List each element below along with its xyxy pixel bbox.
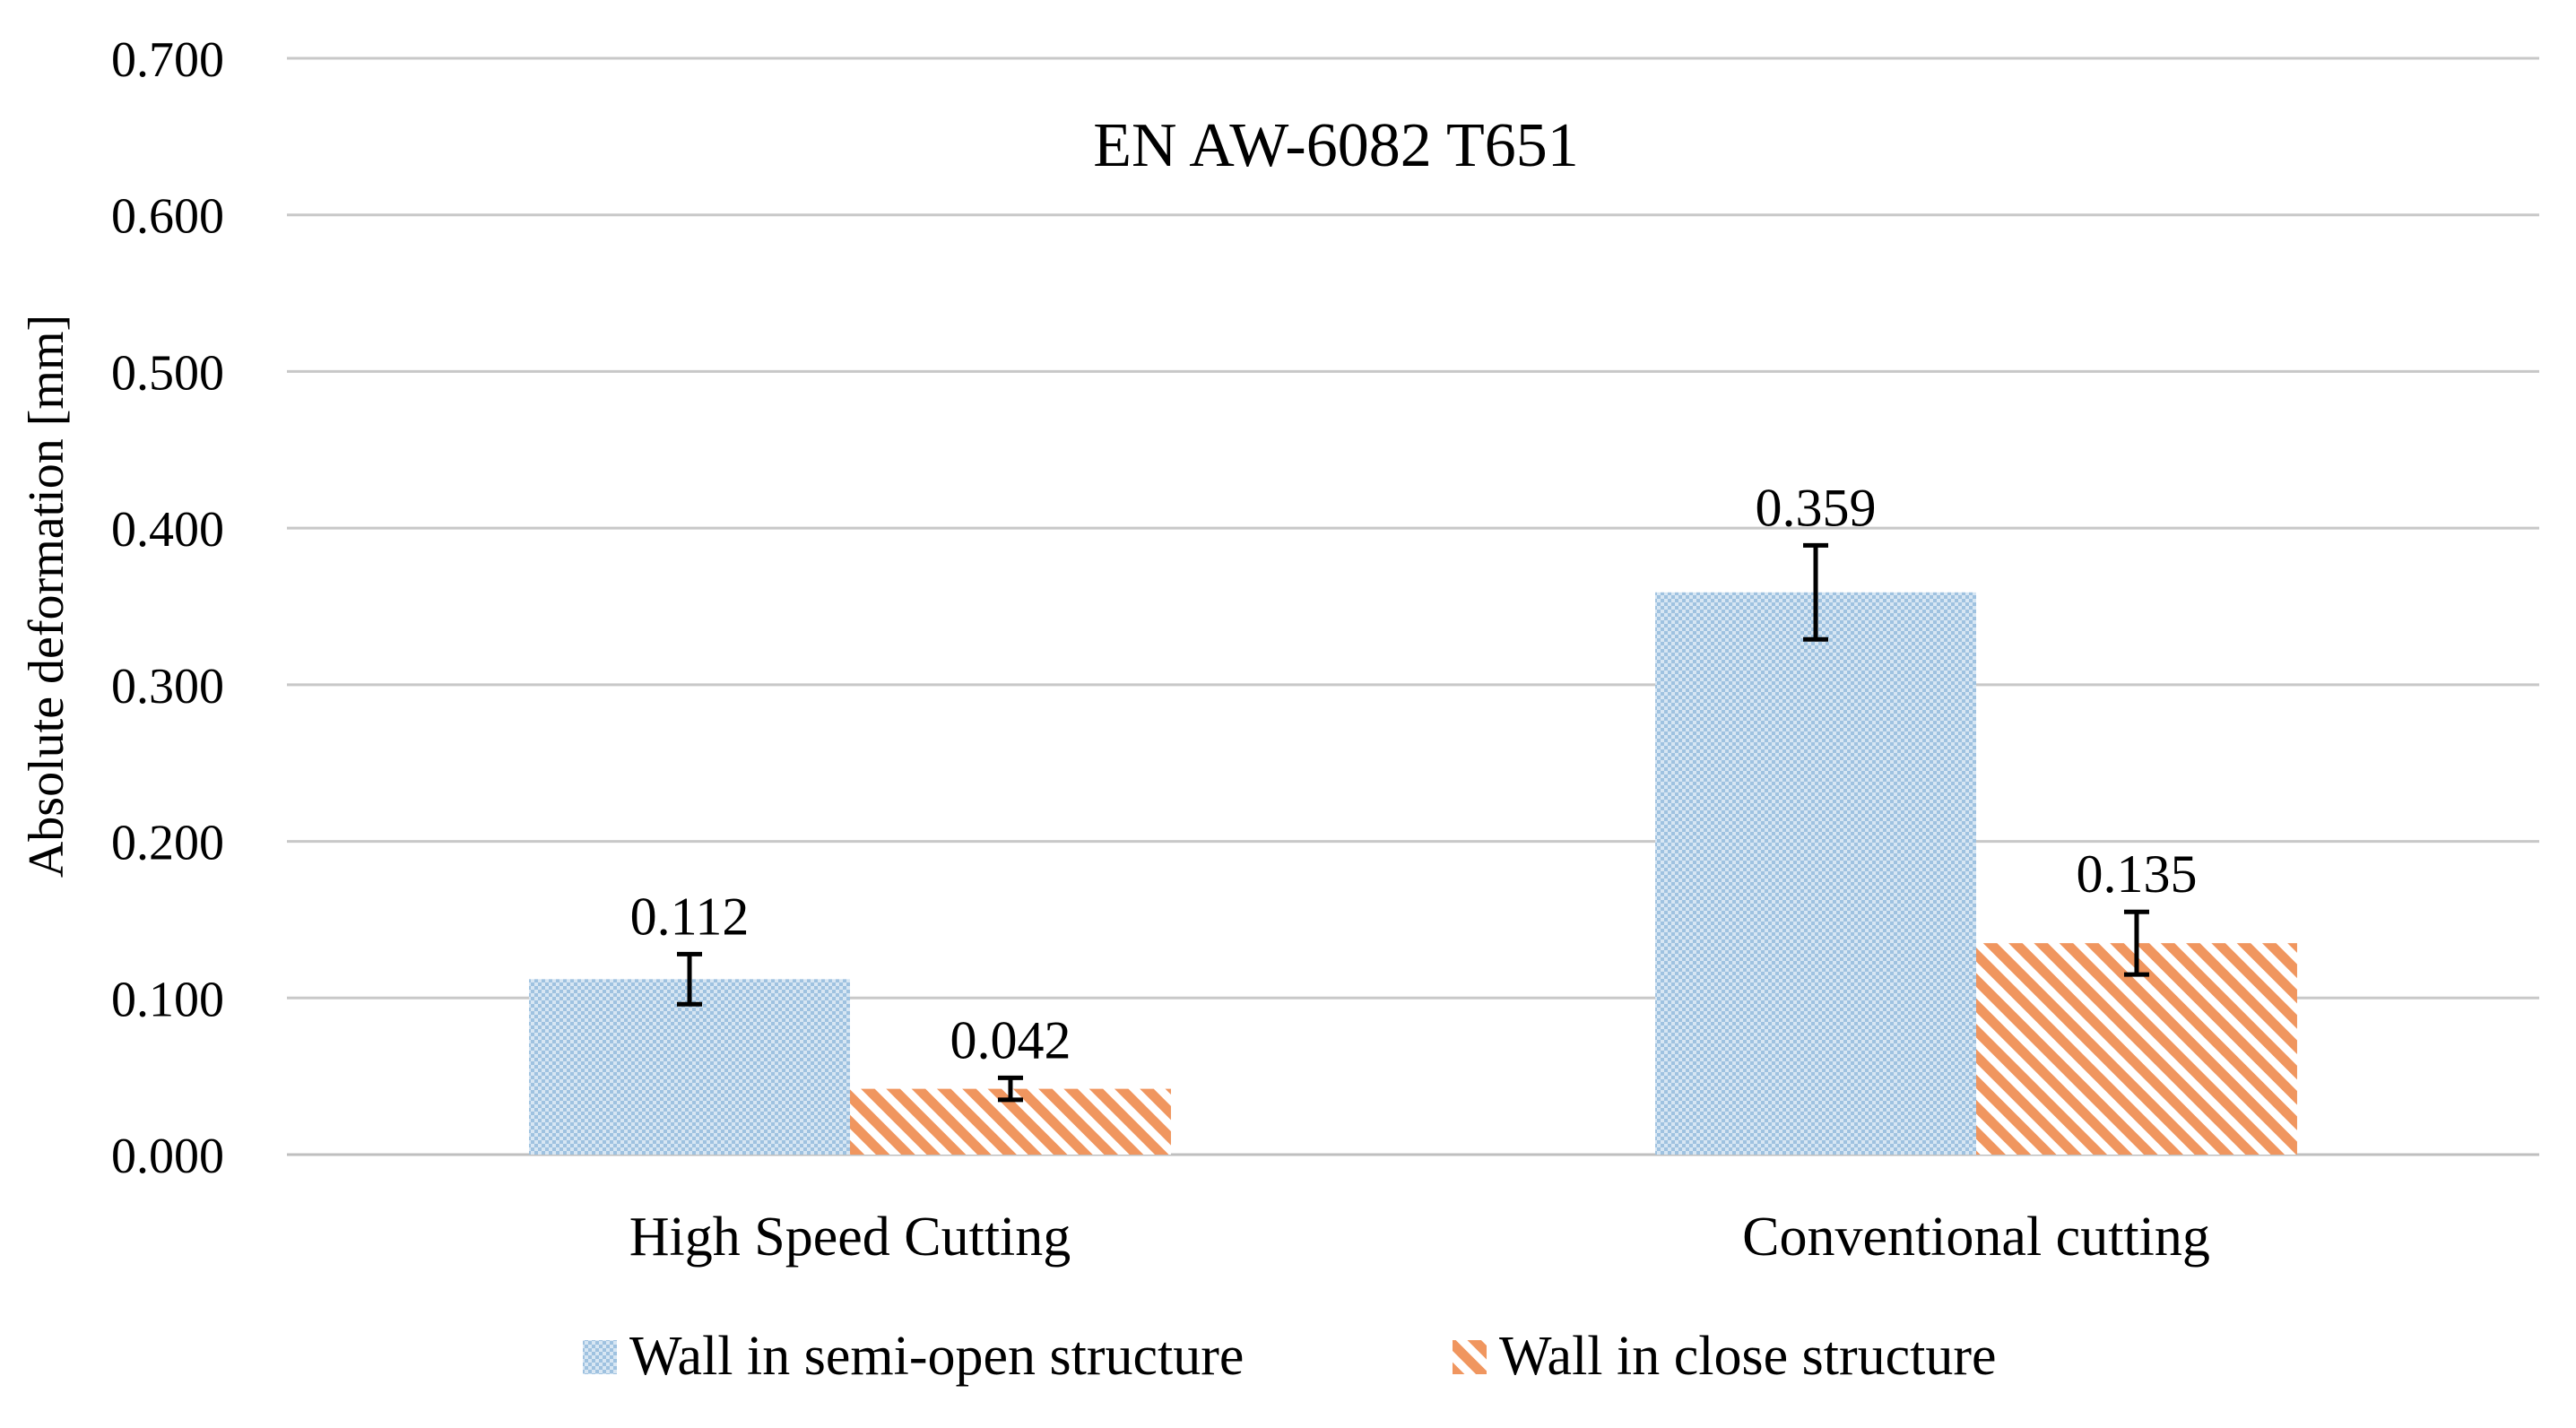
y-tick-label: 0.100 bbox=[111, 972, 224, 1027]
x-category-label: High Speed Cutting bbox=[629, 1207, 1071, 1268]
y-axis-title: Absolute deformation [mm] bbox=[19, 315, 74, 878]
legend-swatch bbox=[583, 1340, 617, 1374]
legend-label: Wall in semi-open structure bbox=[629, 1326, 1244, 1387]
y-tick-label: 0.400 bbox=[111, 502, 224, 558]
legend-item: Wall in close structure bbox=[1453, 1326, 1997, 1387]
bar bbox=[1976, 943, 2297, 1155]
error-bars bbox=[677, 542, 2149, 1103]
data-labels: 0.112 0.042 0.359 0.135 bbox=[630, 478, 2198, 1069]
legend-label: Wall in close structure bbox=[1499, 1326, 1997, 1387]
x-category-label: Conventional cutting bbox=[1742, 1207, 2210, 1268]
error-bar bbox=[997, 1075, 1023, 1103]
chart-title: EN AW-6082 T651 bbox=[1093, 111, 1578, 180]
data-label: 0.359 bbox=[1756, 478, 1877, 537]
data-label: 0.112 bbox=[630, 887, 750, 946]
x-axis-categories: High Speed Cutting Conventional cutting bbox=[629, 1207, 2210, 1268]
bar bbox=[529, 979, 850, 1155]
y-tick-label: 0.000 bbox=[111, 1129, 224, 1184]
legend-item: Wall in semi-open structure bbox=[583, 1326, 1244, 1387]
data-label: 0.135 bbox=[2076, 844, 2197, 904]
y-tick-label: 0.200 bbox=[111, 816, 224, 871]
bars bbox=[529, 592, 2297, 1155]
error-bar bbox=[2123, 909, 2149, 977]
error-bar bbox=[677, 951, 703, 1007]
legend: Wall in semi-open structure Wall in close… bbox=[583, 1326, 1997, 1387]
y-tick-label: 0.300 bbox=[111, 659, 224, 714]
legend-swatch bbox=[1453, 1340, 1487, 1374]
y-tick-label: 0.500 bbox=[111, 345, 224, 401]
y-tick-label: 0.700 bbox=[111, 32, 224, 88]
error-bar bbox=[1803, 542, 1829, 642]
bar bbox=[1655, 592, 1976, 1155]
y-tick-label: 0.600 bbox=[111, 189, 224, 245]
data-label: 0.042 bbox=[950, 1010, 1071, 1069]
y-axis-ticks: 0.000 0.100 0.200 0.300 0.400 0.500 0.600 0.700 bbox=[111, 32, 224, 1184]
